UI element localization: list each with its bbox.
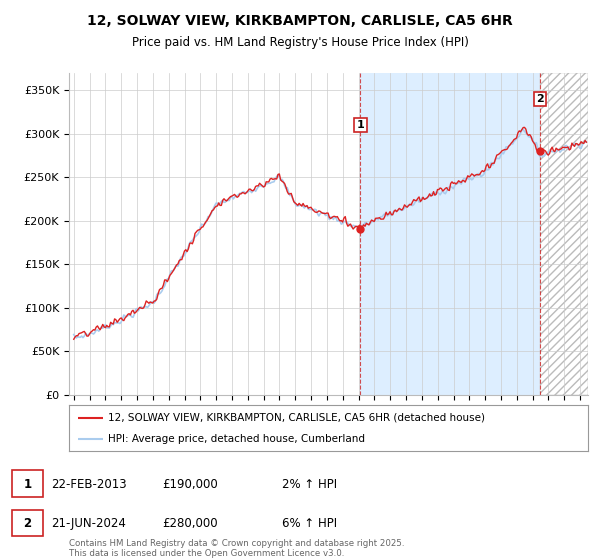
Text: 1: 1 xyxy=(356,120,364,130)
Text: £280,000: £280,000 xyxy=(162,517,218,530)
Text: £190,000: £190,000 xyxy=(162,478,218,491)
Text: 2: 2 xyxy=(23,517,32,530)
Bar xyxy=(361,73,540,395)
Text: HPI: Average price, detached house, Cumberland: HPI: Average price, detached house, Cumb… xyxy=(108,435,365,444)
Text: 6% ↑ HPI: 6% ↑ HPI xyxy=(282,517,337,530)
Text: 2% ↑ HPI: 2% ↑ HPI xyxy=(282,478,337,491)
Text: 21-JUN-2024: 21-JUN-2024 xyxy=(51,517,126,530)
Text: 12, SOLWAY VIEW, KIRKBAMPTON, CARLISLE, CA5 6HR (detached house): 12, SOLWAY VIEW, KIRKBAMPTON, CARLISLE, … xyxy=(108,413,485,423)
Text: 22-FEB-2013: 22-FEB-2013 xyxy=(51,478,127,491)
Text: 2: 2 xyxy=(536,94,544,104)
Text: 1: 1 xyxy=(23,478,32,491)
Text: Price paid vs. HM Land Registry's House Price Index (HPI): Price paid vs. HM Land Registry's House … xyxy=(131,36,469,49)
Bar xyxy=(540,73,588,395)
Text: 12, SOLWAY VIEW, KIRKBAMPTON, CARLISLE, CA5 6HR: 12, SOLWAY VIEW, KIRKBAMPTON, CARLISLE, … xyxy=(87,14,513,28)
Text: Contains HM Land Registry data © Crown copyright and database right 2025.
This d: Contains HM Land Registry data © Crown c… xyxy=(69,539,404,558)
Bar xyxy=(540,73,588,395)
